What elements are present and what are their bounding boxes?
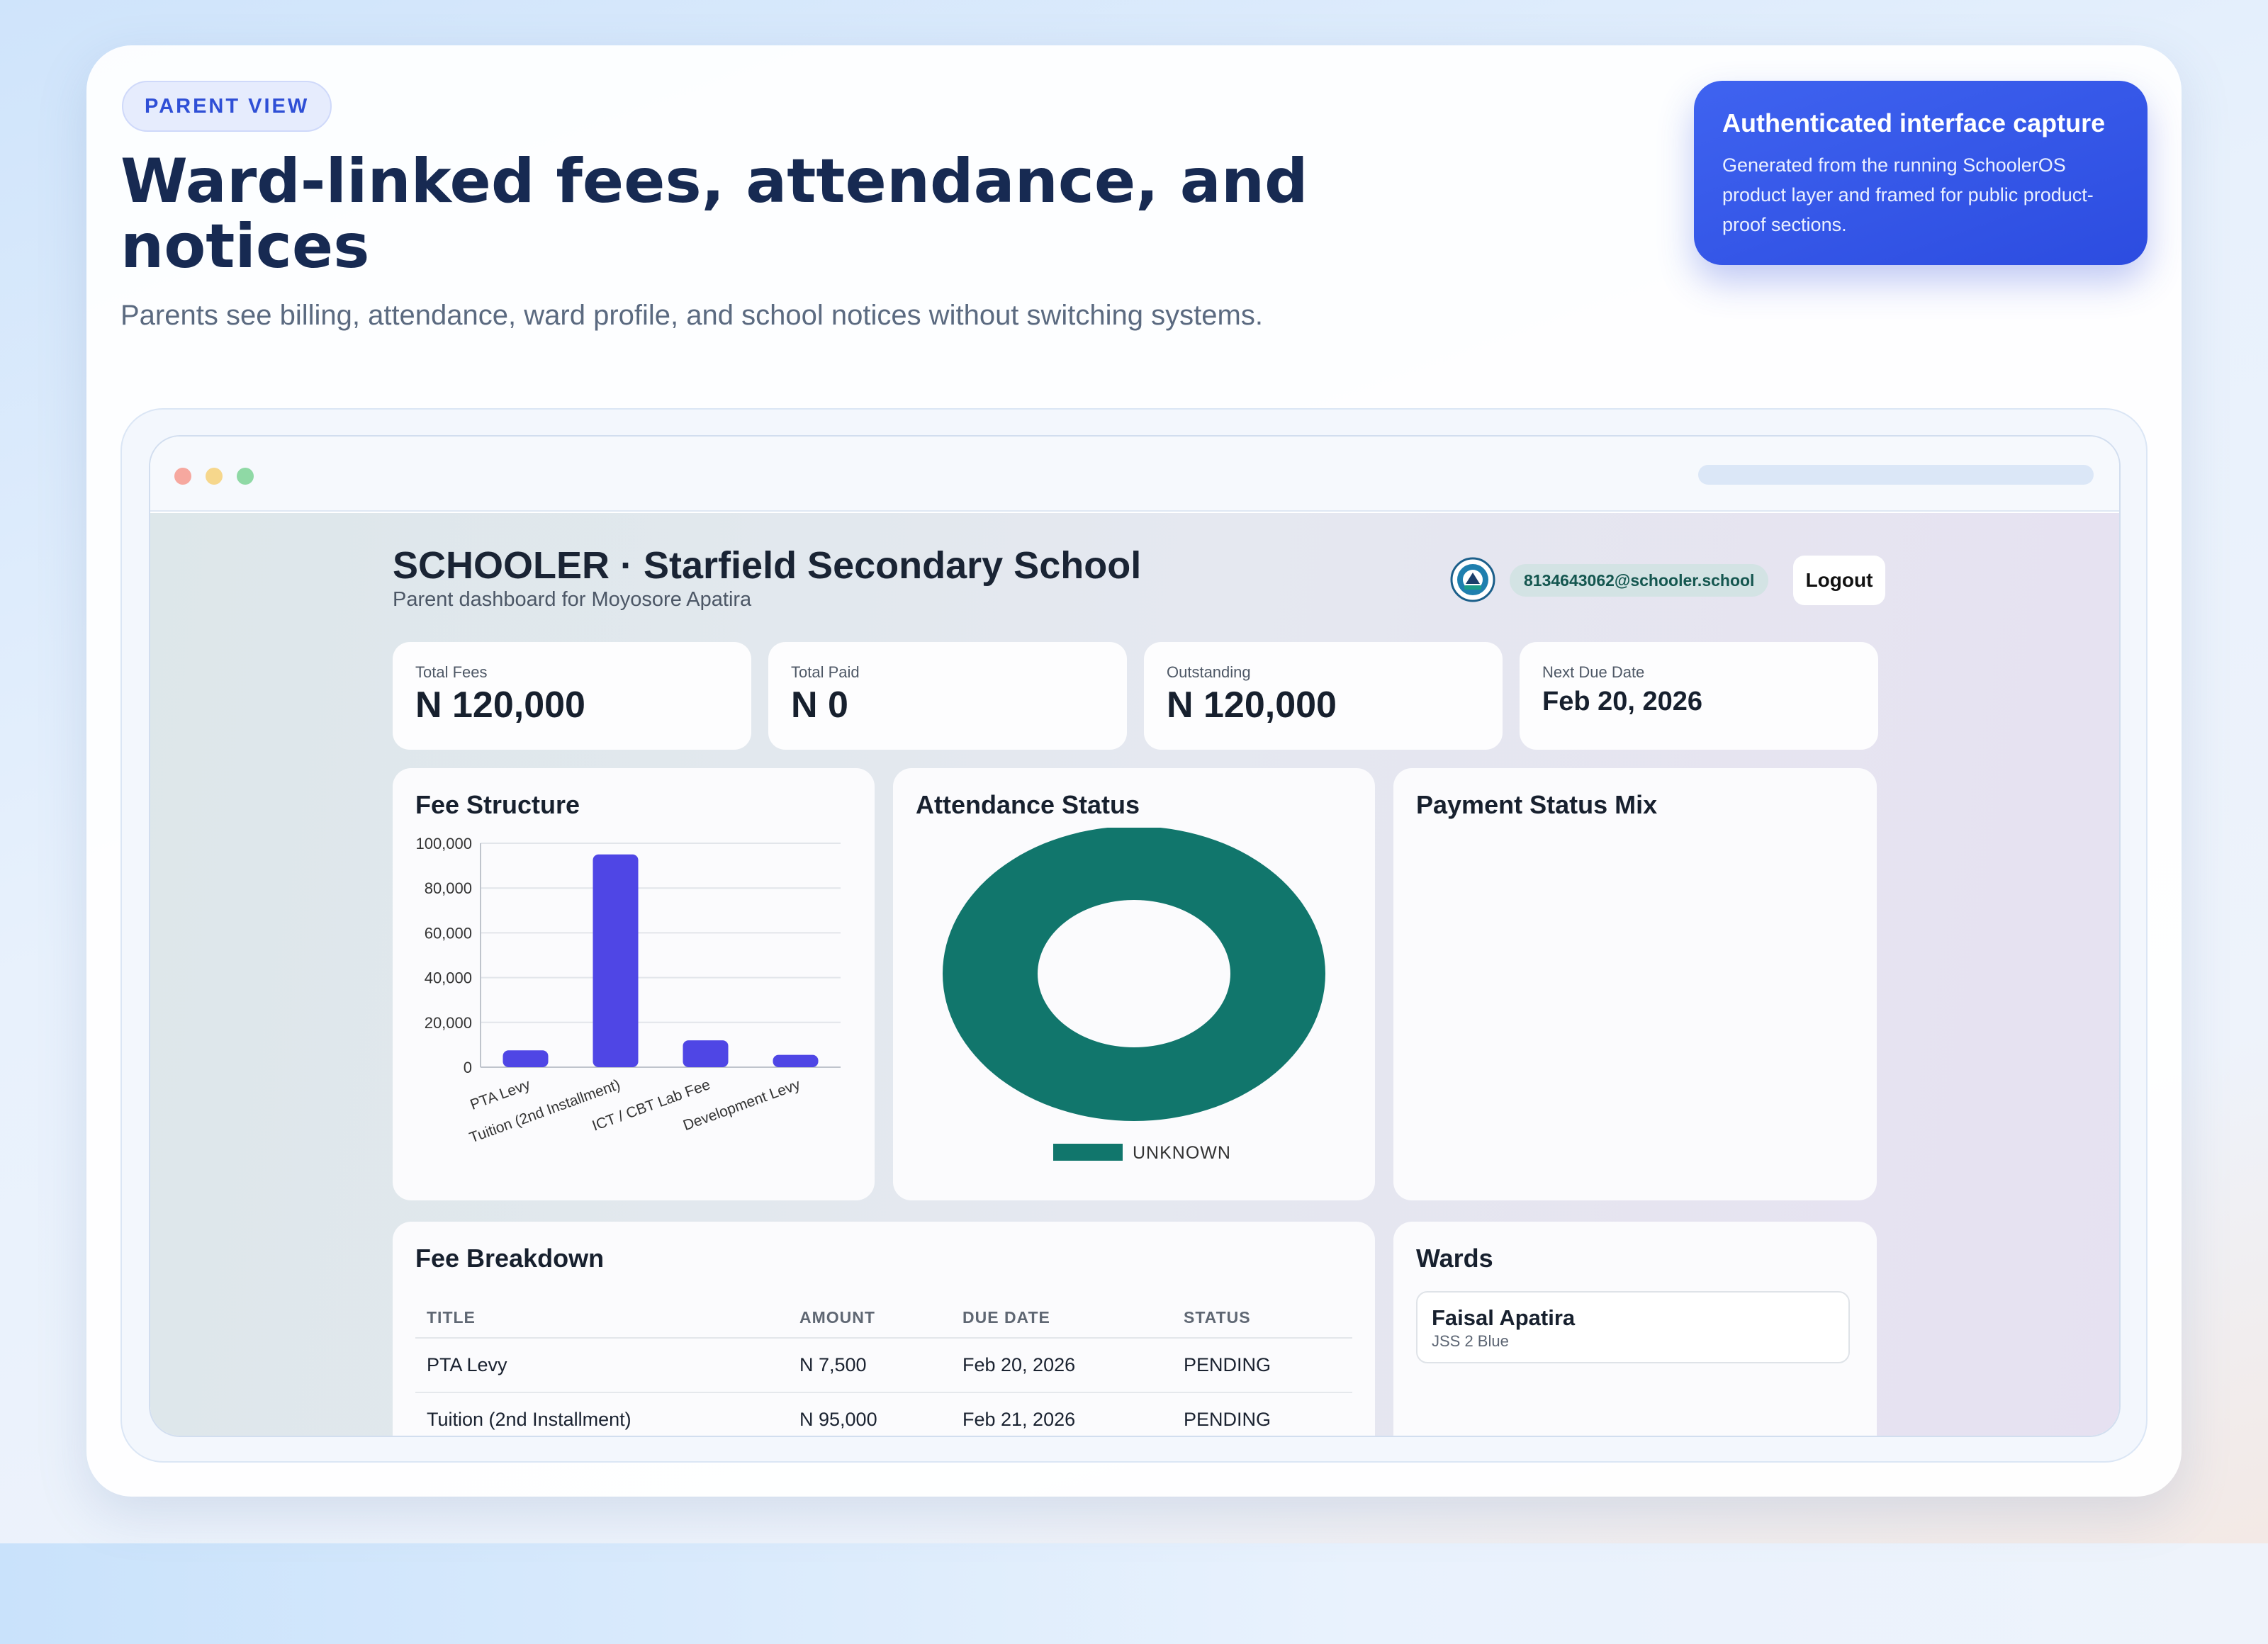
donut-slice xyxy=(943,828,1325,1121)
table-row: PTA Levy N 7,500 Feb 20, 2026 PENDING xyxy=(415,1338,1352,1393)
close-dot-icon xyxy=(174,468,191,485)
logout-button[interactable]: Logout xyxy=(1793,556,1885,605)
cell-title: PTA Levy xyxy=(415,1338,788,1393)
cell-due-date: Feb 21, 2026 xyxy=(951,1392,1172,1436)
y-tick-label: 20,000 xyxy=(425,1014,472,1032)
cell-status: PENDING xyxy=(1172,1392,1352,1436)
stat-card-total-paid: Total Paid N 0 xyxy=(768,642,1127,750)
view-pill: PARENT VIEW xyxy=(122,81,332,132)
hero-headline: Ward-linked fees, attendance, and notice… xyxy=(120,146,1308,282)
fee-structure-panel: Fee Structure 0 20,000 40,000 60,000 80,000 1… xyxy=(393,768,875,1200)
bar xyxy=(503,1050,549,1067)
stat-card-outstanding: Outstanding N 120,000 xyxy=(1144,642,1503,750)
minimize-dot-icon xyxy=(206,468,223,485)
maximize-dot-icon xyxy=(237,468,254,485)
browser-window: SCHOOLER · Starfield Secondary School Pa… xyxy=(149,435,2121,1437)
attendance-chart: UNKNOWN xyxy=(943,828,1325,1163)
x-tick-label: Tuition (2nd Installment) xyxy=(467,1076,622,1146)
payment-status-panel: Payment Status Mix xyxy=(1393,768,1877,1200)
stat-value: N 0 xyxy=(791,685,848,726)
dashboard-subtitle: Parent dashboard for Moyosore Apatira xyxy=(393,588,752,611)
fee-structure-chart: 0 20,000 40,000 60,000 80,000 100,000 PTA Levy… xyxy=(415,835,841,1146)
browser-titlebar xyxy=(150,437,2119,512)
fee-breakdown-title: Fee Breakdown xyxy=(415,1244,605,1273)
auth-capture-title: Authenticated interface capture xyxy=(1722,108,2106,137)
y-tick-label: 80,000 xyxy=(425,879,472,897)
bar xyxy=(683,1040,729,1067)
column-header-due-date: DUE DATE xyxy=(951,1298,1172,1339)
legend-swatch xyxy=(1053,1144,1123,1161)
fee-structure-title: Fee Structure xyxy=(415,790,580,819)
payment-status-title: Payment Status Mix xyxy=(1416,790,1658,819)
wards-panel: Wards Faisal Apatira JSS 2 Blue xyxy=(1393,1222,1877,1436)
table-row: Tuition (2nd Installment) N 95,000 Feb 2… xyxy=(415,1392,1352,1436)
showcase-card: PARENT VIEW Ward-linked fees, attendance… xyxy=(86,45,2182,1497)
cell-due-date: Feb 20, 2026 xyxy=(951,1338,1172,1393)
cell-amount: N 7,500 xyxy=(788,1338,951,1393)
screenshot-frame: SCHOOLER · Starfield Secondary School Pa… xyxy=(120,408,2148,1463)
auth-capture-text: Generated from the running SchoolerOS pr… xyxy=(1722,154,2094,235)
bar xyxy=(593,854,639,1067)
user-email-chip: 8134643062@schooler.school xyxy=(1510,564,1769,597)
cell-title: Tuition (2nd Installment) xyxy=(415,1392,788,1436)
school-title: SCHOOLER · Starfield Secondary School xyxy=(393,544,1142,587)
cell-amount: N 95,000 xyxy=(788,1392,951,1436)
bar xyxy=(773,1054,819,1067)
page-bottom-band xyxy=(0,1543,2268,1644)
stat-card-total-fees: Total Fees N 120,000 xyxy=(393,642,751,750)
ward-card[interactable]: Faisal Apatira JSS 2 Blue xyxy=(1416,1291,1850,1363)
y-tick-label: 100,000 xyxy=(415,835,472,852)
column-header-amount: AMOUNT xyxy=(788,1298,951,1339)
stat-card-next-due-date: Next Due Date Feb 20, 2026 xyxy=(1520,642,1878,750)
table-header-row: TITLE AMOUNT DUE DATE STATUS xyxy=(415,1298,1352,1339)
hero-subhead: Parents see billing, attendance, ward pr… xyxy=(120,300,1263,331)
legend-label: UNKNOWN xyxy=(1133,1143,1231,1163)
stat-value: N 120,000 xyxy=(415,685,585,726)
y-tick-label: 60,000 xyxy=(425,924,472,942)
fee-breakdown-table: TITLE AMOUNT DUE DATE STATUS PTA Levy N … xyxy=(415,1298,1352,1436)
stat-label: Total Paid xyxy=(791,663,860,681)
stat-label: Total Fees xyxy=(415,663,488,681)
address-bar[interactable] xyxy=(1698,465,2094,485)
parent-dashboard: SCHOOLER · Starfield Secondary School Pa… xyxy=(150,513,2119,1436)
column-header-status: STATUS xyxy=(1172,1298,1352,1339)
stat-value: Feb 20, 2026 xyxy=(1542,687,1703,716)
ward-name: Faisal Apatira xyxy=(1432,1305,1576,1330)
x-tick-label: PTA Levy xyxy=(468,1076,532,1113)
attendance-panel: Attendance Status UNKNOWN xyxy=(893,768,1375,1200)
column-header-title: TITLE xyxy=(415,1298,788,1339)
y-tick-label: 40,000 xyxy=(425,969,472,987)
auth-capture-card: Authenticated interface capture Generate… xyxy=(1694,81,2148,265)
stat-label: Next Due Date xyxy=(1542,663,1645,681)
cell-status: PENDING xyxy=(1172,1338,1352,1393)
school-logo-icon xyxy=(1450,557,1495,602)
stat-value: N 120,000 xyxy=(1167,685,1337,726)
fee-breakdown-panel: Fee Breakdown TITLE AMOUNT DUE DATE STAT… xyxy=(393,1222,1375,1436)
wards-title: Wards xyxy=(1416,1244,1493,1273)
stat-label: Outstanding xyxy=(1167,663,1251,681)
ward-class: JSS 2 Blue xyxy=(1432,1332,1509,1350)
y-tick-label: 0 xyxy=(464,1059,472,1076)
attendance-title: Attendance Status xyxy=(916,790,1140,819)
